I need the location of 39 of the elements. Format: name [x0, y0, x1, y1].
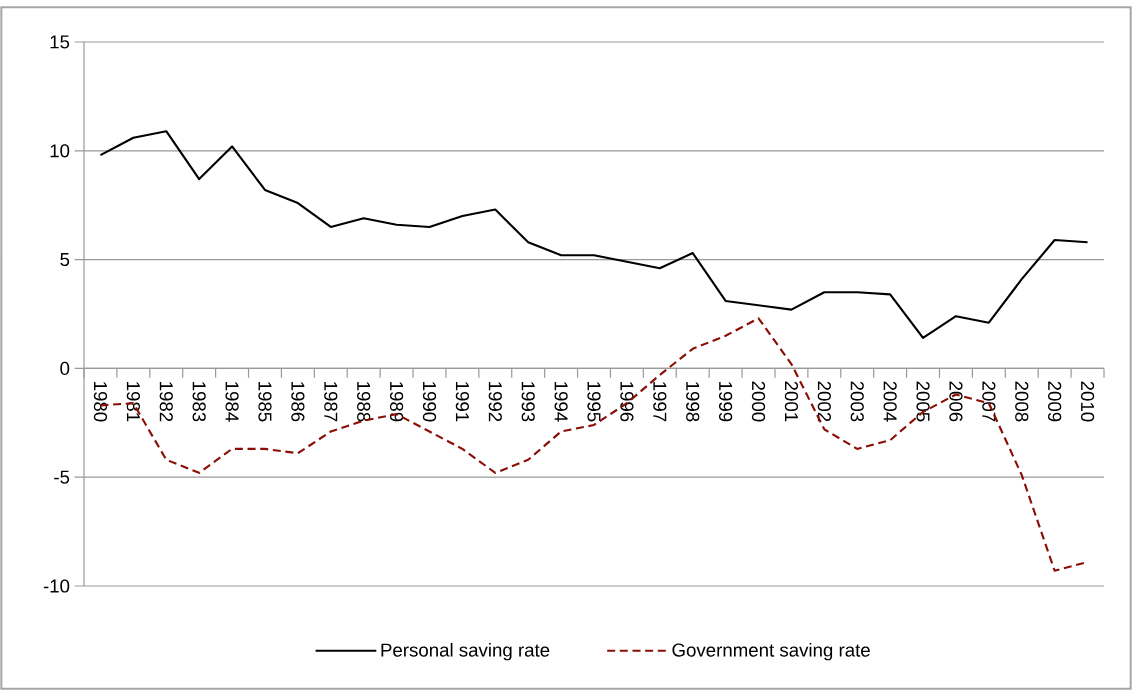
x-tick-label: 2006	[949, 381, 963, 422]
y-tick-label: 10	[50, 144, 70, 158]
x-tick-label: 1982	[159, 382, 173, 422]
x-tick-label: 2003	[850, 381, 864, 422]
x-tick-label: 1997	[653, 382, 667, 422]
x-tick-label: 1988	[357, 382, 371, 422]
x-tick-label: 2009	[1048, 381, 1062, 422]
x-tick-label: 2004	[883, 381, 897, 422]
x-tick-label: 2001	[784, 381, 799, 422]
x-tick-label: 1995	[587, 382, 601, 422]
x-tick-label: 1999	[719, 382, 733, 422]
x-tick-label: 1994	[554, 382, 568, 422]
y-tick-label: 5	[60, 253, 70, 267]
legend-label: Personal saving rate	[381, 642, 550, 661]
x-tick-label: 1990	[422, 382, 437, 422]
y-tick-label: -5	[54, 470, 70, 484]
y-tick-label: 0	[60, 361, 70, 376]
x-tick-label: 2007	[982, 381, 996, 422]
x-tick-label: 2002	[817, 381, 831, 422]
x-tick-label: 1991	[455, 382, 470, 422]
x-tick-label: 1980	[93, 382, 108, 422]
x-tick-label: 1985	[258, 382, 272, 422]
x-tick-label: 2005	[916, 381, 930, 422]
legend-label: Government saving rate	[672, 642, 870, 661]
x-tick-label: 1998	[686, 382, 700, 422]
x-tick-label: 1996	[620, 382, 634, 422]
x-tick-label: 1987	[324, 382, 338, 422]
x-tick-label: 1981	[126, 382, 140, 422]
x-tick-label: 1986	[291, 382, 305, 422]
y-tick-label: -10	[43, 579, 70, 593]
x-tick-label: 1992	[488, 382, 502, 422]
x-tick-label: 1993	[521, 382, 535, 422]
x-tick-label: 1984	[225, 382, 239, 422]
x-tick-label: 2008	[1015, 381, 1029, 422]
x-tick-label: 1989	[389, 382, 404, 422]
y-tick-label: 15	[50, 35, 70, 49]
x-tick-label: 2010	[1080, 381, 1095, 422]
x-tick-label: 1983	[192, 382, 206, 422]
x-tick-label: 2000	[751, 381, 766, 422]
